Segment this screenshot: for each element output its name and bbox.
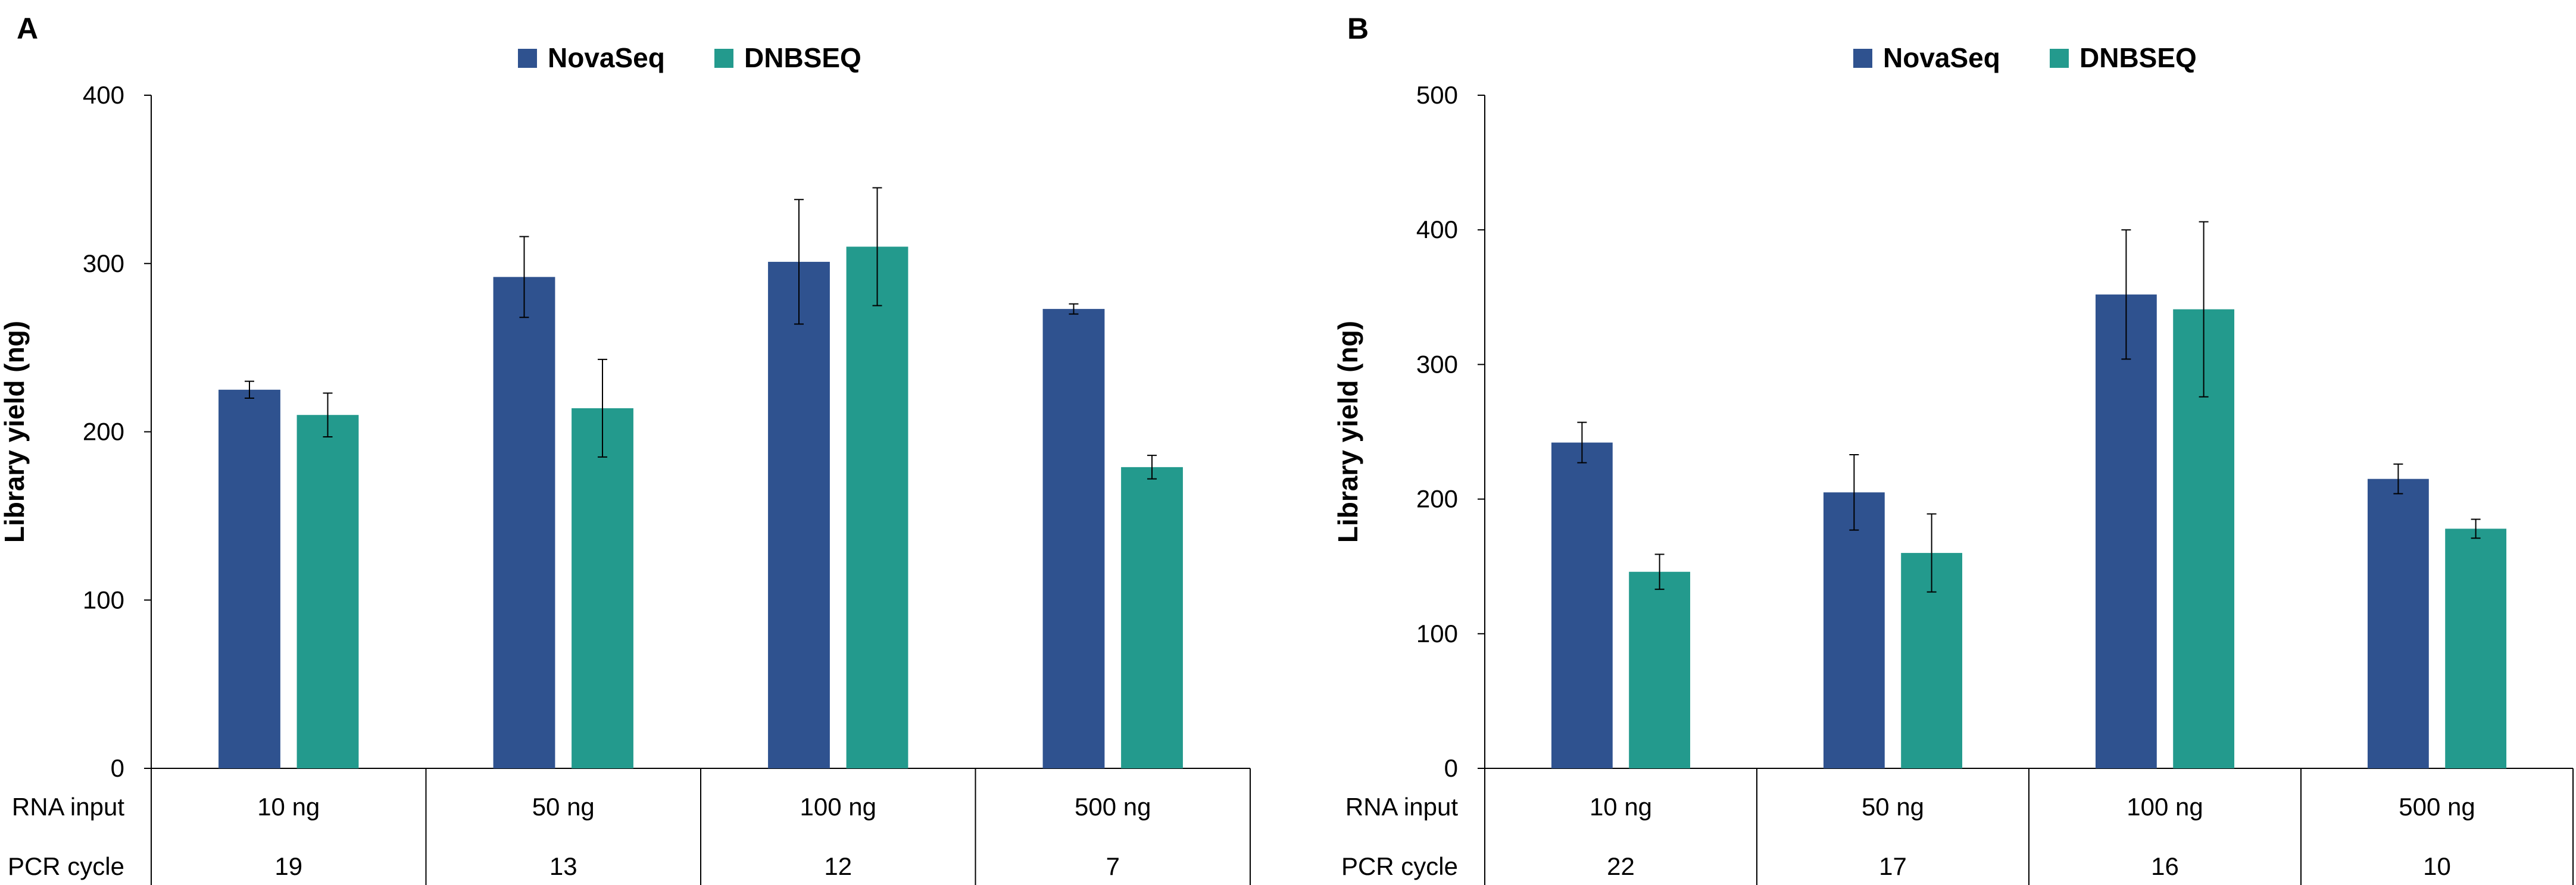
y-tick-label: 300 [1416, 350, 1458, 378]
bar-novaseq [1823, 492, 1885, 768]
legend-label-novaseq: NovaSeq [548, 42, 665, 73]
category-label-pcr-cycle: 22 [1607, 852, 1635, 880]
category-label-rna-input: 100 ng [800, 793, 876, 821]
legend-swatch-novaseq [1853, 49, 1872, 68]
category-label-pcr-cycle: 19 [274, 852, 302, 880]
y-tick-label: 400 [1416, 215, 1458, 243]
category-label-rna-input: 10 ng [257, 793, 320, 821]
y-tick-label: 200 [83, 418, 124, 446]
bar-novaseq [2367, 479, 2429, 768]
chart-panel-a: A NovaSeq DNBSEQ 0 100 200 300 400 Library yield… [0, 12, 1251, 885]
bar-dnbseq [1629, 571, 1691, 768]
legend-swatch-novaseq [518, 49, 537, 68]
y-tick-label: 100 [83, 586, 124, 614]
row-header-pcr-cycle: PCR cycle [8, 852, 124, 880]
bar-dnbseq [2445, 529, 2507, 768]
bar-novaseq [493, 277, 555, 768]
row-header-rna-input: RNA input [1345, 793, 1458, 821]
y-tick-label: 100 [1416, 620, 1458, 648]
y-tick-label: 400 [83, 81, 124, 109]
bar-novaseq [218, 389, 280, 768]
bar-dnbseq [296, 415, 359, 768]
panel-label: A [17, 12, 38, 45]
y-tick-label: 0 [1444, 754, 1458, 782]
category-label-rna-input: 10 ng [1590, 793, 1652, 821]
category-label-rna-input: 500 ng [1075, 793, 1151, 821]
category-label-pcr-cycle: 10 [2423, 852, 2451, 880]
legend-label-dnbseq: DNBSEQ [744, 42, 861, 73]
bar-novaseq [1042, 309, 1105, 768]
category-label-rna-input: 50 ng [1862, 793, 1924, 821]
bar-dnbseq [1121, 467, 1183, 768]
category-label-pcr-cycle: 16 [2151, 852, 2179, 880]
chart-panel-b: B NovaSeq DNBSEQ 0 100 200 300 400 500 Library yi… [1332, 12, 2574, 885]
y-tick-label: 500 [1416, 81, 1458, 109]
y-tick-label: 200 [1416, 485, 1458, 513]
row-header-pcr-cycle: PCR cycle [1341, 852, 1458, 880]
bar-novaseq [2095, 294, 2157, 768]
row-header-rna-input: RNA input [12, 793, 124, 821]
y-axis-title: Library yield (ng) [1332, 321, 1363, 543]
y-tick-label: 300 [83, 249, 124, 277]
category-label-pcr-cycle: 12 [824, 852, 852, 880]
category-label-pcr-cycle: 7 [1106, 852, 1120, 880]
bar-novaseq [1551, 442, 1613, 768]
legend-label-dnbseq: DNBSEQ [2079, 42, 2197, 73]
category-label-rna-input: 100 ng [2127, 793, 2203, 821]
panel-label: B [1347, 12, 1369, 45]
bar-novaseq [768, 261, 830, 768]
bar-dnbseq [846, 246, 908, 769]
legend-swatch-dnbseq [2050, 49, 2069, 68]
y-axis-title: Library yield (ng) [0, 321, 30, 543]
category-label-pcr-cycle: 17 [1879, 852, 1907, 880]
category-label-rna-input: 50 ng [532, 793, 595, 821]
legend-swatch-dnbseq [714, 49, 733, 68]
category-label-rna-input: 500 ng [2399, 793, 2475, 821]
y-tick-label: 0 [111, 754, 124, 782]
bar-dnbseq [572, 408, 633, 768]
category-label-pcr-cycle: 13 [549, 852, 577, 880]
legend-label-novaseq: NovaSeq [1883, 42, 2000, 73]
